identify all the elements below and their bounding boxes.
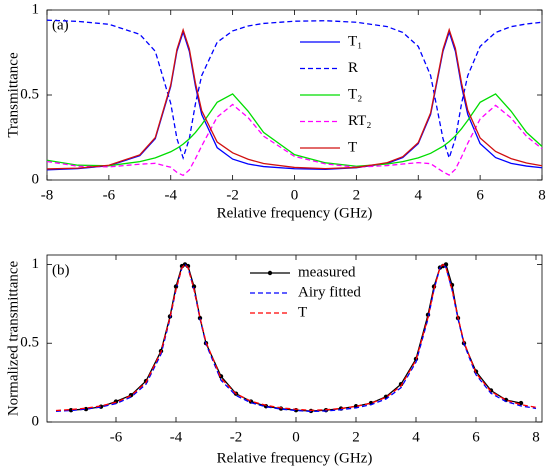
series-line (55, 263, 537, 413)
series-line (55, 263, 537, 412)
y-tick-label: 0 (32, 413, 40, 429)
series-line (46, 93, 543, 167)
legend-label: Airy fitted (298, 284, 361, 300)
x-tick-label: 8 (532, 429, 540, 445)
legend-label: RT₂ (348, 113, 372, 129)
x-tick-label: 2 (353, 187, 361, 203)
y-tick-label: 0.5 (20, 86, 39, 102)
plot-frame (46, 254, 543, 423)
x-tick-label: 4 (415, 187, 423, 203)
legend-marker (267, 270, 273, 276)
x-axis-label: Relative frequency (GHz) (217, 205, 373, 221)
y-tick-label: 0.5 (20, 335, 39, 351)
x-axis-label: Relative frequency (GHz) (217, 450, 373, 466)
y-tick-label: 0 (32, 171, 40, 187)
data-point (83, 406, 89, 412)
x-tick-label: -4 (170, 429, 183, 445)
y-axis-label: Normalized transmittance (5, 260, 21, 416)
data-point (197, 315, 203, 321)
x-tick-label: -6 (103, 187, 116, 203)
y-tick-label: 1 (32, 256, 40, 272)
series-line (46, 19, 543, 161)
x-tick-label: 0 (291, 187, 299, 203)
x-tick-label: 0 (292, 429, 300, 445)
panel-label: (b) (52, 262, 70, 278)
legend-label: T (298, 304, 307, 320)
y-axis-label: Transmittance (5, 52, 21, 138)
x-tick-label: -8 (41, 187, 54, 203)
legend-label: measured (298, 264, 356, 280)
x-tick-label: -2 (230, 429, 243, 445)
legend-label: R (348, 60, 358, 76)
series-line (46, 29, 543, 171)
x-tick-label: -2 (226, 187, 239, 203)
x-tick-label: 2 (352, 429, 360, 445)
series-line (46, 103, 543, 177)
x-tick-label: 8 (538, 187, 546, 203)
y-tick-label: 1 (32, 1, 40, 17)
panel-label: (a) (52, 17, 69, 33)
x-tick-label: -6 (110, 429, 123, 445)
x-tick-label: 4 (412, 429, 420, 445)
legend-label: T₁ (348, 33, 362, 49)
series-line (46, 27, 543, 170)
legend-label: T (348, 139, 357, 155)
legend-label: T₂ (348, 86, 362, 102)
x-tick-label: 6 (472, 429, 480, 445)
x-tick-label: 6 (476, 187, 484, 203)
x-tick-label: -4 (165, 187, 178, 203)
